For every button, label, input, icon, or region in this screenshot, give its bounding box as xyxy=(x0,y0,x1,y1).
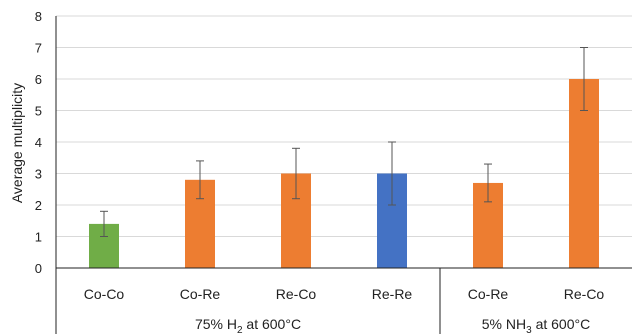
y-axis-label: Average multiplicity xyxy=(9,83,25,203)
error-bars xyxy=(100,47,588,237)
y-axis-ticks: 0 1 2 3 4 5 6 7 8 xyxy=(35,9,42,276)
category-label: Co-Co xyxy=(84,286,125,302)
y-tick-label: 5 xyxy=(35,104,42,119)
y-tick-label: 2 xyxy=(35,198,42,213)
y-tick-label: 4 xyxy=(35,135,42,150)
group-label: 75% H2 at 600°C xyxy=(195,316,301,334)
axes xyxy=(55,16,632,334)
group-label-text: 5% NH xyxy=(482,316,526,332)
y-tick-label: 7 xyxy=(35,41,42,56)
category-label: Co-Re xyxy=(468,286,509,302)
group-labels: 75% H2 at 600°C 5% NH3 at 600°C xyxy=(195,316,590,334)
category-label: Co-Re xyxy=(180,286,221,302)
group-label-text: at 600°C xyxy=(532,316,591,332)
category-label: Re-Co xyxy=(276,286,317,302)
group-label: 5% NH3 at 600°C xyxy=(482,316,590,334)
y-tick-label: 8 xyxy=(35,9,42,24)
y-tick-label: 1 xyxy=(35,230,42,245)
category-label: Re-Re xyxy=(372,286,413,302)
group-label-subscript: 3 xyxy=(526,325,532,334)
y-tick-label: 3 xyxy=(35,167,42,182)
group-label-text: at 600°C xyxy=(243,316,302,332)
gridlines xyxy=(56,15,632,237)
bars xyxy=(89,79,599,268)
y-tick-label: 6 xyxy=(35,72,42,87)
group-label-subscript: 2 xyxy=(237,325,243,334)
y-tick-label: 0 xyxy=(35,261,42,276)
category-label: Re-Co xyxy=(564,286,605,302)
category-labels: Co-Co Co-Re Re-Co Re-Re Co-Re Re-Co xyxy=(84,286,605,302)
group-label-text: 75% H xyxy=(195,316,237,332)
